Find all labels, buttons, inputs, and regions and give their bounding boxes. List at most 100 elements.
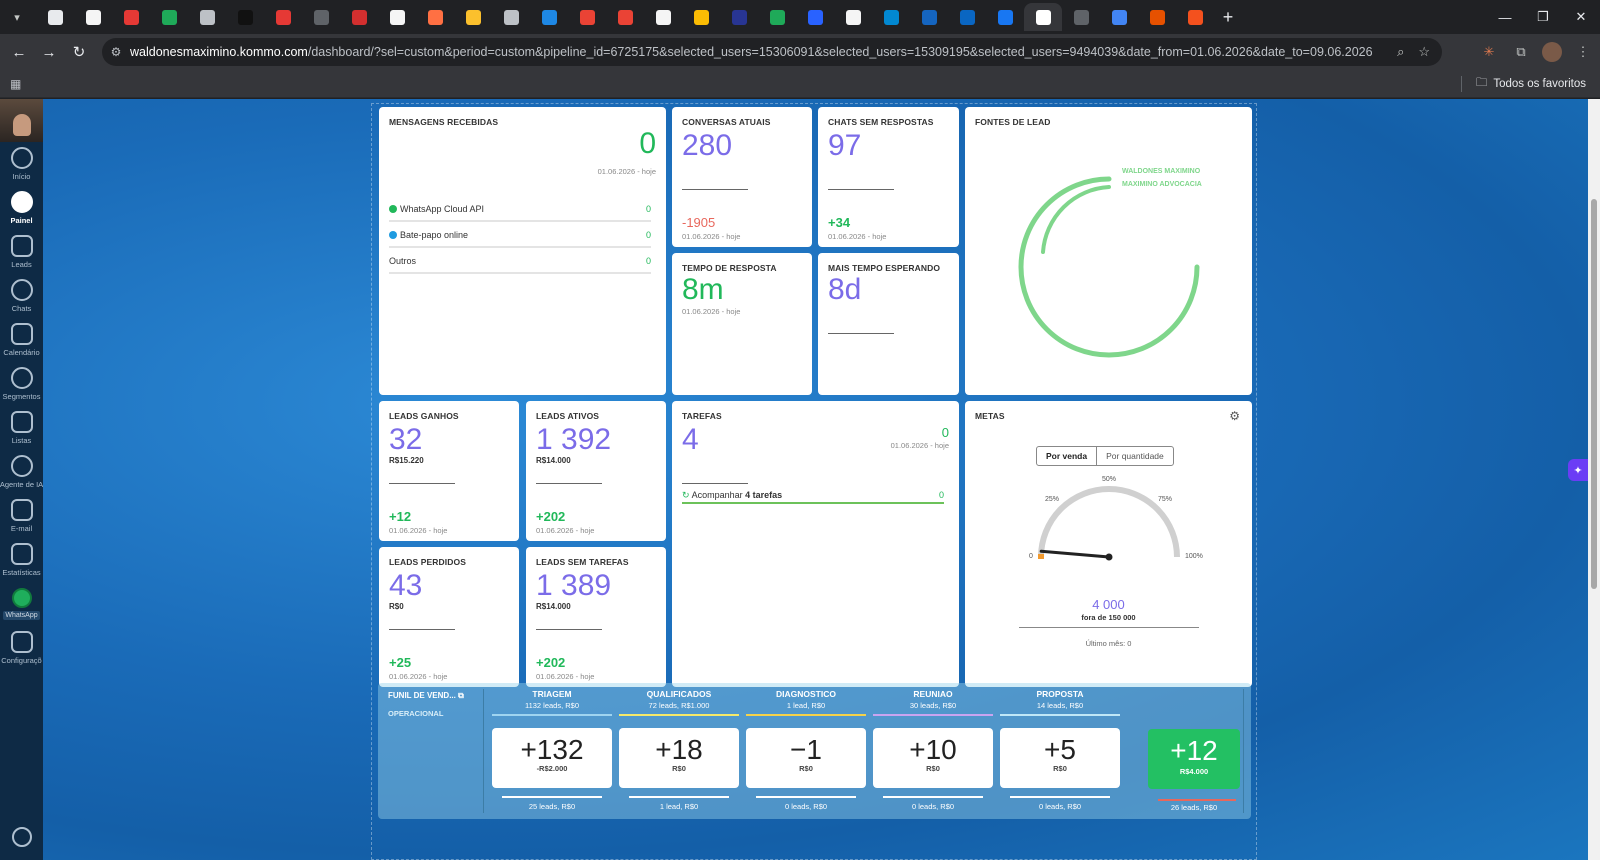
browser-tab[interactable]: [416, 3, 454, 31]
task-row[interactable]: ↻ Acompanhar 4 tarefas 0: [682, 490, 944, 504]
funnel-title[interactable]: FUNIL DE VEND... ⧉: [388, 691, 464, 701]
sidebar-item[interactable]: E-mail: [0, 494, 43, 538]
reload-icon[interactable]: ↻: [72, 44, 86, 61]
browser-tab[interactable]: [644, 3, 682, 31]
browser-tab[interactable]: [264, 3, 302, 31]
stage-card[interactable]: +18 R$0: [619, 728, 739, 788]
sidebar-item[interactable]: Calendário: [0, 318, 43, 362]
tab-search-icon[interactable]: ▾: [14, 11, 20, 24]
dashboard-page: Início Painel Leads Chats Calendário Segmento…: [0, 99, 1600, 860]
browser-tab[interactable]: [796, 3, 834, 31]
stage-card[interactable]: +10 R$0: [873, 728, 993, 788]
browser-tab[interactable]: [606, 3, 644, 31]
sidebar-item[interactable]: WhatsApp: [0, 582, 43, 626]
restore-icon[interactable]: ❐: [1537, 9, 1549, 24]
user-avatar[interactable]: [0, 99, 43, 142]
widget-conversas-atuais[interactable]: CONVERSAS ATUAIS 280 -1905 01.06.2026 - …: [672, 107, 812, 247]
browser-tab[interactable]: [872, 3, 910, 31]
won-footer: 26 leads, R$0: [1170, 803, 1218, 812]
back-icon[interactable]: ←: [11, 43, 27, 61]
browser-tab[interactable]: [682, 3, 720, 31]
won-card[interactable]: +12 R$4.000: [1148, 729, 1240, 789]
widget-leads-ganhos[interactable]: LEADS GANHOS 32 R$15.220 +12 01.06.2026 …: [379, 401, 519, 541]
zoom-icon[interactable]: ⌕: [1397, 44, 1405, 59]
sidebar-item[interactable]: Listas: [0, 406, 43, 450]
widget-leads-ativos[interactable]: LEADS ATIVOS 1 392 R$14.000 +202 01.06.2…: [526, 401, 666, 541]
browser-tab[interactable]: [1138, 3, 1176, 31]
browser-tab[interactable]: [492, 3, 530, 31]
sidebar-item[interactable]: Painel: [0, 186, 43, 230]
profile-avatar[interactable]: [1542, 42, 1562, 62]
browser-tab[interactable]: [1176, 3, 1214, 31]
sidebar-item[interactable]: Chats: [0, 274, 43, 318]
funnel-stage[interactable]: TRIAGEM 1132 leads, R$0 +132 -R$2.000 25 lea…: [492, 689, 612, 811]
browser-tab[interactable]: [226, 3, 264, 31]
browser-tab[interactable]: [112, 3, 150, 31]
ai-assistant-button[interactable]: ✦: [1568, 459, 1588, 481]
browser-tab[interactable]: [150, 3, 188, 31]
browser-tab[interactable]: [986, 3, 1024, 31]
browser-tab[interactable]: [910, 3, 948, 31]
browser-tab[interactable]: [340, 3, 378, 31]
widget-mensagens-recebidas[interactable]: MENSAGENS RECEBIDAS 0 01.06.2026 - hoje …: [379, 107, 666, 395]
sidebar-item[interactable]: Configuraçõ: [0, 626, 43, 670]
notifications-icon[interactable]: [0, 822, 43, 852]
browser-tab[interactable]: [948, 3, 986, 31]
browser-tab[interactable]: [834, 3, 872, 31]
page-scrollbar[interactable]: [1588, 99, 1600, 860]
stage-card[interactable]: +132 -R$2.000: [492, 728, 612, 788]
sidebar-item[interactable]: Agente de IA: [0, 450, 43, 494]
browser-tab[interactable]: [720, 3, 758, 31]
browser-tab[interactable]: [1024, 3, 1062, 31]
sidebar-item[interactable]: Estatísticas: [0, 538, 43, 582]
browser-tab[interactable]: [758, 3, 796, 31]
tab-por-venda[interactable]: Por venda: [1037, 447, 1098, 465]
widget-fontes-de-lead[interactable]: FONTES DE LEAD WALDONES MAXIMINO MAXIMIN…: [965, 107, 1252, 395]
browser-tab[interactable]: [530, 3, 568, 31]
gear-icon[interactable]: ⚙: [1229, 409, 1240, 423]
browser-tab[interactable]: [188, 3, 226, 31]
funnel-stage[interactable]: QUALIFICADOS 72 leads, R$1.000 +18 R$0 1 lea…: [619, 689, 739, 811]
site-info-icon[interactable]: ⚙: [110, 45, 122, 59]
browser-tab[interactable]: [1062, 3, 1100, 31]
widget-mais-tempo-esperando[interactable]: MAIS TEMPO ESPERANDO 8d: [818, 253, 959, 395]
browser-tab[interactable]: [378, 3, 416, 31]
stage-footer: 0 leads, R$0: [911, 802, 955, 811]
extension-claude-icon[interactable]: ✳: [1483, 44, 1495, 59]
close-window-icon[interactable]: ✕: [1575, 9, 1587, 24]
browser-tab[interactable]: [36, 3, 74, 31]
widget-tarefas[interactable]: TAREFAS 4 0 01.06.2026 - hoje ↻ Acompanh…: [672, 401, 959, 687]
apps-grid-icon[interactable]: ▦: [10, 76, 22, 91]
external-link-icon[interactable]: ⧉: [458, 691, 464, 700]
all-bookmarks-link[interactable]: Todos os favoritos: [1493, 78, 1586, 90]
minimize-icon[interactable]: —: [1498, 9, 1512, 25]
extensions-puzzle-icon[interactable]: ⧉: [1516, 44, 1526, 59]
widget-chats-sem-respostas[interactable]: CHATS SEM RESPOSTAS 97 +34 01.06.2026 - …: [818, 107, 959, 247]
widget-tempo-resposta[interactable]: TEMPO DE RESPOSTA 8m 01.06.2026 - hoje: [672, 253, 812, 395]
sidebar-item[interactable]: Segmentos: [0, 362, 43, 406]
new-tab-button[interactable]: +: [1222, 6, 1234, 27]
url-text[interactable]: waldonesmaximino.kommo.com/dashboard/?se…: [130, 45, 1397, 59]
widget-leads-sem-tarefas[interactable]: LEADS SEM TAREFAS 1 389 R$14.000 +202 01…: [526, 547, 666, 687]
browser-tab[interactable]: [568, 3, 606, 31]
address-bar[interactable]: ⚙ waldonesmaximino.kommo.com/dashboard/?…: [102, 38, 1442, 66]
funnel-stage[interactable]: REUNIAO 30 leads, R$0 +10 R$0 0 leads, R$0: [873, 689, 993, 811]
widget-metas[interactable]: METAS ⚙ Por venda Por quantidade 0 25% 5…: [965, 401, 1252, 687]
sidebar-item-label: Agente de IA: [0, 480, 44, 489]
browser-tab[interactable]: [454, 3, 492, 31]
sidebar-item[interactable]: Leads: [0, 230, 43, 274]
sidebar-item[interactable]: Início: [0, 142, 43, 186]
browser-tab[interactable]: [74, 3, 112, 31]
browser-tab[interactable]: [302, 3, 340, 31]
forward-icon[interactable]: →: [41, 43, 57, 61]
browser-menu-icon[interactable]: ⋮: [1576, 44, 1590, 59]
widget-leads-perdidos[interactable]: LEADS PERDIDOS 43 R$0 +25 01.06.2026 - h…: [379, 547, 519, 687]
funnel-stage[interactable]: PROPOSTA 14 leads, R$0 +5 R$0 0 leads, R$0: [1000, 689, 1120, 811]
browser-tab[interactable]: [1100, 3, 1138, 31]
divider: [1019, 627, 1199, 628]
stage-card[interactable]: +5 R$0: [1000, 728, 1120, 788]
stage-card[interactable]: −1 R$0: [746, 728, 866, 788]
funnel-stage[interactable]: DIAGNOSTICO 1 lead, R$0 −1 R$0 0 leads, R$0: [746, 689, 866, 811]
tab-por-quantidade[interactable]: Por quantidade: [1106, 451, 1164, 461]
bookmark-star-icon[interactable]: ☆: [1418, 44, 1430, 59]
